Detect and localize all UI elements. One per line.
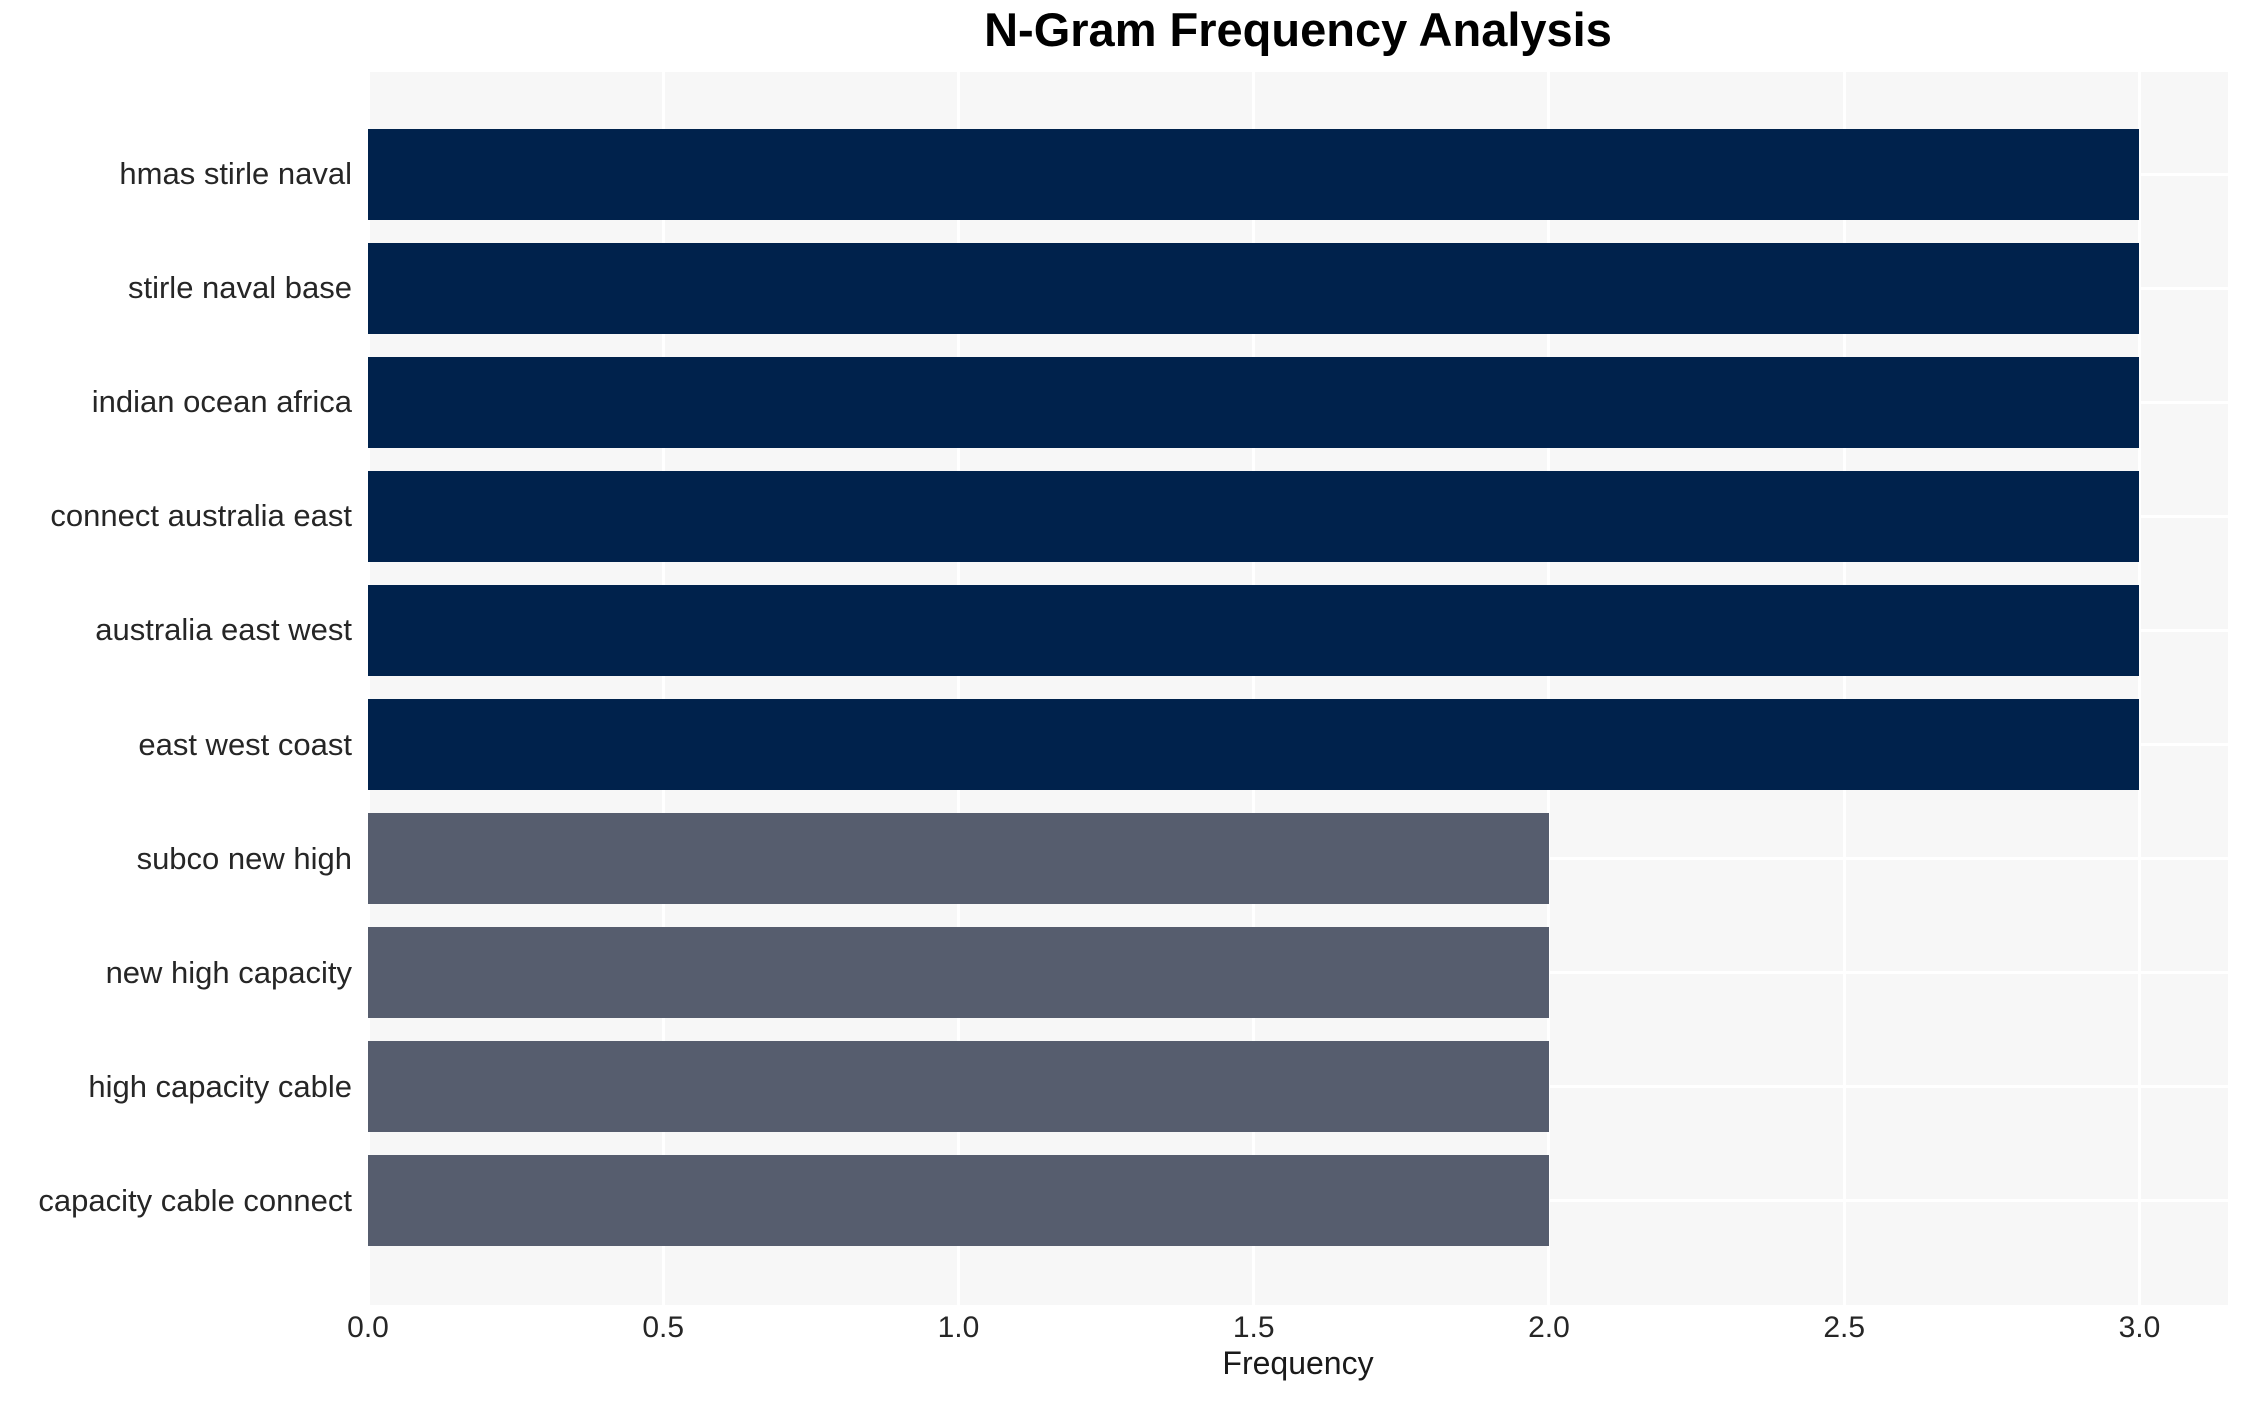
bar-hmas-stirle-naval: [368, 128, 2140, 220]
y-tick-label: stirle naval base: [127, 270, 352, 306]
y-tick-label: connect australia east: [50, 498, 352, 534]
bar-high-capacity-cable: [368, 1041, 1549, 1133]
x-tick-label: 1.0: [937, 1311, 980, 1344]
bar-indian-ocean-africa: [368, 356, 2140, 448]
x-tick-label: 3.0: [2118, 1311, 2161, 1344]
bar-australia-east-west: [368, 584, 2140, 676]
vertical-gridline: [661, 72, 665, 1305]
bar-stirle-naval-base: [368, 242, 2140, 334]
chart-title: N-Gram Frequency Analysis: [984, 3, 1612, 56]
y-tick-label: australia east west: [95, 612, 352, 648]
bar-capacity-cable-connect: [368, 1155, 1549, 1247]
x-axis-label: Frequency: [1222, 1345, 1374, 1381]
x-tick-label: 2.5: [1823, 1311, 1866, 1344]
bar-east-west-coast: [368, 699, 2140, 790]
x-tick-label: 0.0: [347, 1311, 389, 1344]
vertical-gridline: [366, 72, 370, 1305]
y-tick-label: new high capacity: [105, 954, 352, 990]
y-tick-label: subco new high: [136, 840, 352, 876]
bar-connect-australia-east: [368, 470, 2140, 562]
y-tick-label: east west coast: [138, 726, 352, 762]
y-tick-label: capacity cable connect: [38, 1182, 352, 1218]
vertical-gridline: [1842, 72, 1846, 1305]
x-tick-label: 2.0: [1528, 1311, 1570, 1344]
x-tick-label: 1.5: [1232, 1311, 1275, 1344]
y-tick-label: hmas stirle naval: [119, 156, 352, 191]
vertical-gridline: [2137, 72, 2141, 1305]
plot-area: [366, 72, 2228, 1305]
x-tick-label: 0.5: [642, 1311, 685, 1344]
vertical-gridline: [956, 72, 960, 1305]
vertical-gridline: [1252, 72, 1256, 1305]
y-tick-label: indian ocean africa: [91, 384, 352, 420]
bar-subco-new-high: [368, 813, 1549, 905]
vertical-gridline: [1547, 72, 1551, 1305]
bar-new-high-capacity: [368, 927, 1549, 1019]
y-tick-label: high capacity cable: [88, 1068, 352, 1104]
